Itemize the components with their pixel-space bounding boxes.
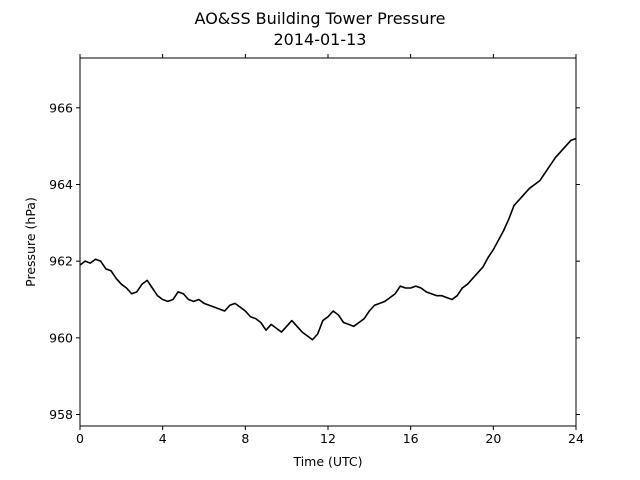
x-axis: 0 4 8 12 16 20 24 (76, 54, 584, 446)
series-line-0 (79, 137, 577, 341)
chart-subtitle: 2014-01-13 (274, 30, 367, 49)
y-axis-label: Pressure (hPa) (23, 197, 38, 287)
y-tick-label: 960 (49, 330, 73, 345)
y-axis: 958 960 962 964 966 (49, 100, 580, 422)
x-tick-label: 20 (485, 431, 501, 446)
x-tick-label: 8 (241, 431, 249, 446)
x-tick-label: 12 (320, 431, 336, 446)
x-tick-label: 4 (159, 431, 167, 446)
plot-area (79, 137, 577, 341)
y-tick-label: 962 (49, 254, 73, 269)
y-tick-label: 964 (49, 177, 73, 192)
x-tick-label: 24 (568, 431, 584, 446)
plot-frame (79, 57, 577, 427)
chart-title: AO&SS Building Tower Pressure (195, 9, 446, 28)
x-tick-label: 16 (403, 431, 419, 446)
y-tick-label: 966 (49, 100, 73, 115)
x-tick-label: 0 (76, 431, 84, 446)
y-tick-label: 958 (49, 407, 73, 422)
x-axis-label: Time (UTC) (292, 454, 362, 469)
